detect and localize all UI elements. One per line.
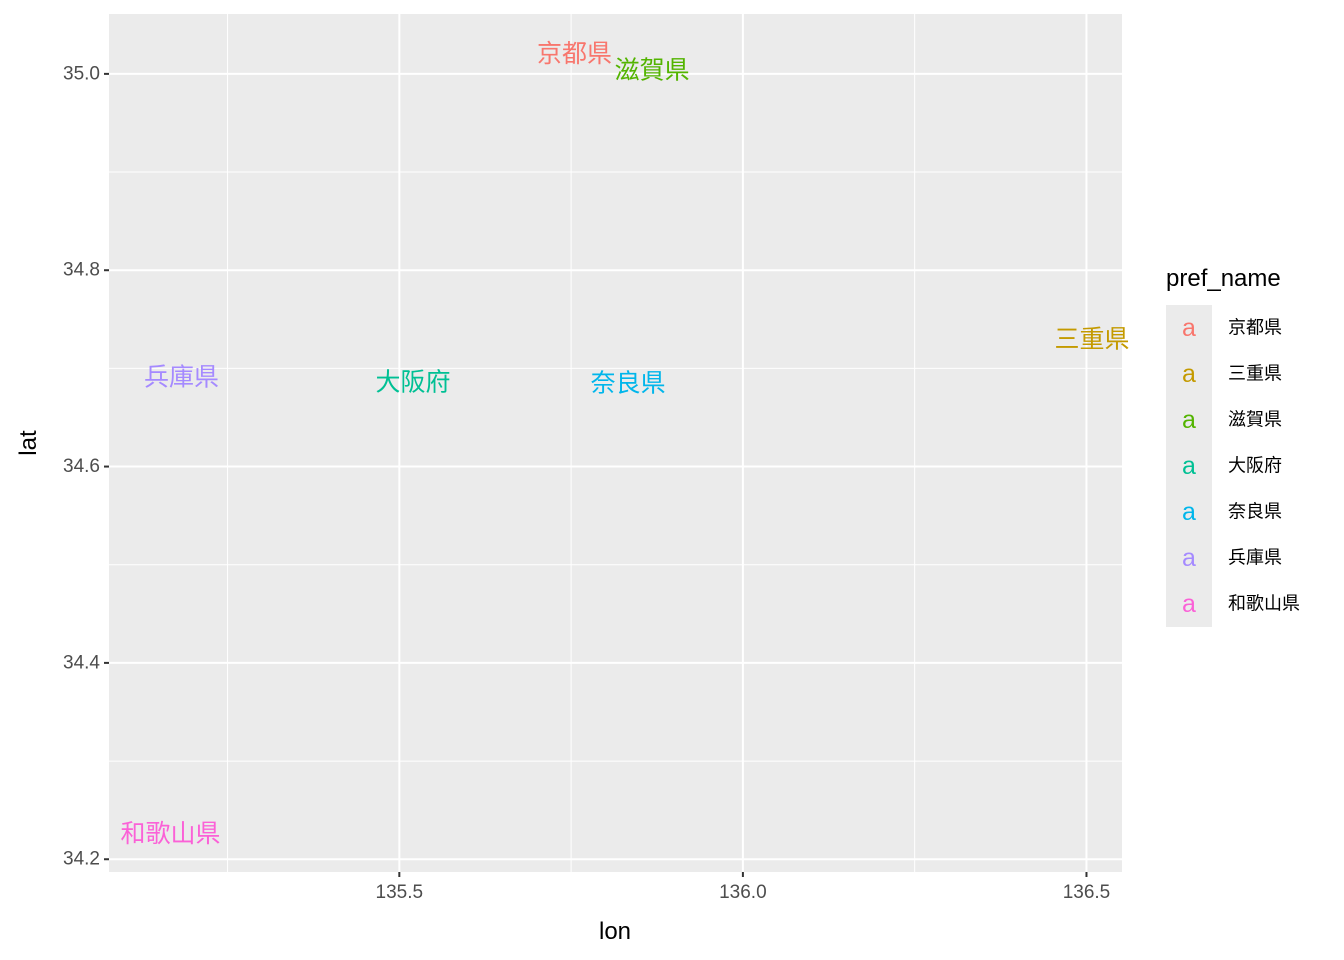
legend-title: pref_name bbox=[1166, 265, 1281, 292]
y-axis-title: lat bbox=[15, 430, 42, 456]
legend-label: 三重県 bbox=[1228, 364, 1282, 385]
legend-key-glyph: a bbox=[1182, 544, 1196, 572]
legend-key bbox=[1166, 351, 1212, 397]
legend: pref_name a 京都県 a 三重県 a 滋賀県 a 大阪府 a 奈良県 a 兵庫県 a 和歌山県 bbox=[1166, 265, 1300, 627]
legend-key-glyph: a bbox=[1182, 314, 1196, 342]
legend-items: a 京都県 a 三重県 a 滋賀県 a 大阪府 a 奈良県 a 兵庫県 a 和歌山県 bbox=[1166, 305, 1300, 627]
y-tick-label: 34.2 bbox=[63, 849, 100, 870]
point-label: 大阪府 bbox=[376, 368, 451, 397]
y-axis: 34.2 34.4 34.6 34.8 35.0 bbox=[63, 63, 109, 870]
point-label: 兵庫県 bbox=[144, 363, 219, 392]
point-label: 奈良県 bbox=[591, 369, 666, 398]
y-tick-label: 34.4 bbox=[63, 652, 100, 673]
x-tick-label: 136.5 bbox=[1063, 882, 1111, 903]
legend-key-glyph: a bbox=[1182, 360, 1196, 388]
legend-key bbox=[1166, 397, 1212, 443]
legend-label: 京都県 bbox=[1228, 318, 1282, 339]
legend-key bbox=[1166, 489, 1212, 535]
legend-key-glyph: a bbox=[1182, 590, 1196, 618]
legend-key bbox=[1166, 535, 1212, 581]
x-axis-title: lon bbox=[599, 918, 631, 945]
legend-key bbox=[1166, 581, 1212, 627]
y-tick-label: 34.8 bbox=[63, 260, 100, 281]
legend-label: 兵庫県 bbox=[1228, 548, 1282, 569]
point-label: 和歌山県 bbox=[120, 819, 220, 848]
major-gridlines bbox=[109, 14, 1122, 872]
legend-key-glyph: a bbox=[1182, 406, 1196, 434]
minor-gridlines bbox=[109, 14, 1122, 872]
point-label: 滋賀県 bbox=[615, 55, 690, 84]
point-label: 京都県 bbox=[537, 39, 612, 68]
legend-label: 大阪府 bbox=[1228, 456, 1282, 477]
legend-key-glyph: a bbox=[1182, 498, 1196, 526]
x-tick-label: 136.0 bbox=[719, 882, 767, 903]
legend-key bbox=[1166, 305, 1212, 351]
y-tick-label: 34.6 bbox=[63, 456, 100, 477]
x-tick-label: 135.5 bbox=[376, 882, 424, 903]
legend-label: 和歌山県 bbox=[1228, 594, 1300, 615]
y-tick-label: 35.0 bbox=[63, 63, 100, 84]
legend-key-glyph: a bbox=[1182, 452, 1196, 480]
x-axis: 135.5 136.0 136.5 bbox=[376, 872, 1111, 903]
point-label: 三重県 bbox=[1054, 324, 1129, 353]
legend-key bbox=[1166, 443, 1212, 489]
plot-panel bbox=[109, 14, 1122, 872]
legend-label: 滋賀県 bbox=[1228, 410, 1282, 431]
legend-label: 奈良県 bbox=[1228, 502, 1282, 523]
